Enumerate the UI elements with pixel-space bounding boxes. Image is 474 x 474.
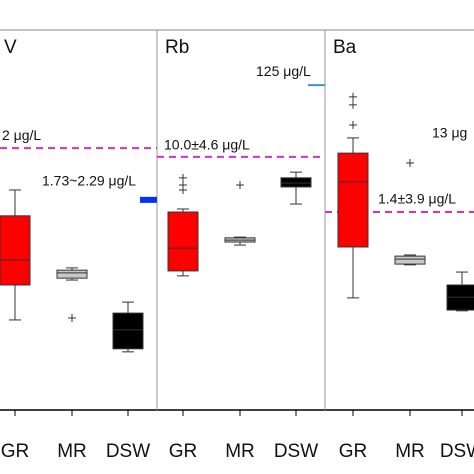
reference-label: 10.0±4.6 μg/L	[164, 137, 250, 153]
panel-title: Rb	[165, 37, 189, 58]
reference-label: 125 μg/L	[256, 63, 311, 79]
x-tick-label: MR	[395, 441, 425, 462]
box	[167, 211, 199, 272]
x-tick-label: MR	[57, 441, 87, 462]
box	[0, 215, 31, 286]
x-tick-label: DSW	[274, 441, 318, 462]
box	[56, 269, 88, 279]
box	[337, 152, 369, 248]
x-tick-label: GR	[339, 441, 368, 462]
reference-label: 1.4±3.9 μg/L	[378, 191, 456, 207]
x-tick-label: DSW	[106, 441, 150, 462]
outlier	[349, 92, 357, 101]
box	[280, 177, 312, 188]
x-tick-label: MR	[225, 441, 255, 462]
note: 13 μg	[432, 125, 467, 141]
outlier	[236, 181, 244, 190]
x-tick-label: GR	[169, 441, 198, 462]
box	[112, 312, 144, 350]
outlier	[349, 100, 357, 109]
panel-title: Ba	[333, 37, 357, 58]
outlier	[179, 173, 187, 182]
x-tick-label: DSW	[440, 441, 474, 462]
box	[394, 255, 426, 265]
x-tick-label: GR	[1, 441, 30, 462]
outlier	[68, 314, 76, 323]
outlier	[406, 159, 414, 167]
reference-label: 1.73~2.29 μg/L	[42, 173, 136, 189]
panel-title: V	[4, 37, 17, 58]
reference-label: 2 μg/L	[2, 127, 41, 143]
outlier	[349, 121, 357, 129]
outlier	[179, 185, 187, 194]
